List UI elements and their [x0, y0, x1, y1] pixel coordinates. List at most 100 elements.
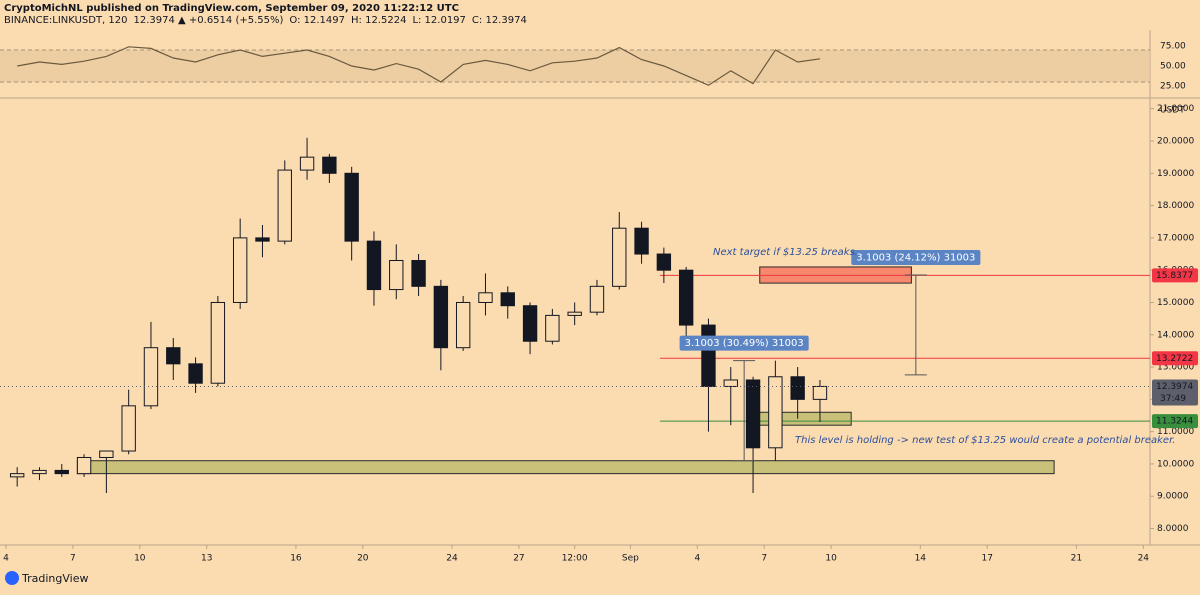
candle-body — [433, 285, 449, 349]
x-tick-label: 21 — [1071, 554, 1082, 564]
x-tick-label: 24 — [1138, 554, 1150, 564]
rsi-line — [17, 46, 821, 86]
x-tick-label: Sep — [622, 554, 639, 564]
candle-body — [277, 169, 292, 242]
measure-label-text: 3.1003 (30.49%) 31003 — [685, 338, 804, 349]
candle-body — [701, 324, 716, 387]
x-tick-label: 16 — [290, 554, 302, 564]
candle-body — [299, 156, 315, 171]
level-label-box — [1152, 414, 1198, 429]
level-label-box — [1152, 351, 1198, 366]
annotation: This level is holding -> new test of $13… — [795, 435, 1175, 446]
x-tick-label: 27 — [513, 554, 524, 564]
candle-body — [678, 269, 694, 326]
candle-body — [634, 227, 649, 255]
x-tick-label: 10 — [134, 554, 146, 564]
candle-body — [656, 253, 672, 271]
x-tick-label: 24 — [446, 554, 458, 564]
candle-body — [76, 456, 92, 475]
candle-body — [255, 237, 270, 242]
measure-label: 3.1003 (30.49%) 31003 — [679, 335, 809, 351]
candle-body — [54, 469, 69, 475]
legend-text: H: 12.5224 — [351, 15, 406, 26]
last-price-label: 12.3974 — [1156, 382, 1193, 392]
measure-label-text: 3.1003 (24.12%) 31003 — [856, 253, 975, 264]
candle-body — [522, 305, 538, 342]
candle-body — [166, 347, 181, 365]
candle-body — [790, 376, 805, 400]
rsi-tick-label: 25.00 — [1160, 82, 1186, 92]
rsi-tick-label: 75.00 — [1160, 42, 1186, 52]
y-tick-label: 19.0000 — [1157, 169, 1194, 179]
y-tick-label: 11.0000 — [1157, 427, 1194, 437]
candle-body — [32, 469, 47, 475]
candle-body — [121, 405, 136, 452]
x-tick-label: 14 — [915, 554, 927, 564]
candle-body — [500, 292, 515, 307]
candle-body — [99, 450, 114, 458]
candle-body — [478, 292, 493, 303]
x-tick-label: 20 — [357, 554, 369, 564]
x-tick-label: 4 — [3, 554, 9, 564]
candle-body — [143, 347, 159, 407]
y-tick-label: 21.0000 — [1157, 104, 1194, 114]
candle-body — [455, 301, 471, 349]
x-tick-label: 13 — [201, 554, 212, 564]
unit-label: USDT — [1160, 106, 1185, 116]
measure-label-box — [679, 335, 809, 351]
candle-body — [344, 172, 359, 242]
candle-body — [768, 376, 783, 449]
y-tick-label: 13.0000 — [1157, 363, 1194, 373]
y-tick-label: 8.0000 — [1157, 524, 1189, 534]
measure-label: 3.1003 (24.12%) 31003 — [851, 250, 981, 266]
y-tick-label: 9.0000 — [1157, 492, 1189, 502]
legend-text: 12.3974 ▲ +0.6514 (+5.55%) — [134, 15, 284, 26]
x-tick-label: 4 — [694, 554, 700, 564]
chart-title: CryptoMichNL published on TradingView.co… — [4, 3, 459, 14]
candle-body — [322, 156, 337, 174]
candle-body — [545, 314, 560, 342]
legend-text: O: 12.1497 — [289, 15, 345, 26]
candle-body — [723, 379, 738, 387]
countdown: 37:49 — [1160, 394, 1186, 404]
legend-text: L: 12.0197 — [412, 15, 465, 26]
x-tick-label: 12:00 — [562, 554, 588, 564]
x-tick-label: 10 — [825, 554, 837, 564]
y-tick-label: 18.0000 — [1157, 201, 1194, 211]
zone — [76, 460, 1055, 475]
x-tick-label: 7 — [761, 554, 767, 564]
candle-body — [389, 259, 404, 291]
candle-body — [812, 385, 828, 400]
y-tick-label: 14.0000 — [1157, 330, 1194, 340]
candle-body — [612, 227, 627, 287]
candle-body — [210, 301, 226, 384]
annotation: Next target if $13.25 breaks. — [713, 247, 858, 258]
candle-body — [567, 311, 582, 316]
y-tick-label: 20.0000 — [1157, 137, 1194, 147]
y-tick-label: 10.0000 — [1157, 459, 1194, 469]
candle-body — [745, 379, 761, 449]
legend-text: C: 12.3974 — [472, 15, 527, 26]
footer: TradingView — [21, 572, 88, 585]
y-tick-label: 15.0000 — [1157, 298, 1194, 308]
measure-label-box — [851, 250, 981, 266]
legend-text: BINANCE:LINKUSDT, 120 — [4, 15, 128, 26]
rsi-band — [0, 50, 1150, 82]
candle-body — [188, 363, 203, 384]
level-label: 15.8377 — [1156, 271, 1193, 281]
x-tick-label: 7 — [70, 554, 76, 564]
footer-logo: TradingView — [5, 571, 88, 585]
level-label: 11.3244 — [1156, 417, 1193, 427]
rsi-tick-label: 50.00 — [1160, 62, 1186, 72]
y-tick-label: 17.0000 — [1157, 233, 1194, 243]
candle-body — [9, 473, 25, 478]
candle-body — [366, 240, 382, 291]
level-label-box — [1152, 268, 1198, 283]
last-price-box — [1152, 379, 1198, 406]
candle-body — [589, 285, 605, 313]
x-tick-label: 17 — [981, 554, 992, 564]
candle-body — [411, 259, 426, 287]
candle-body — [232, 237, 248, 303]
